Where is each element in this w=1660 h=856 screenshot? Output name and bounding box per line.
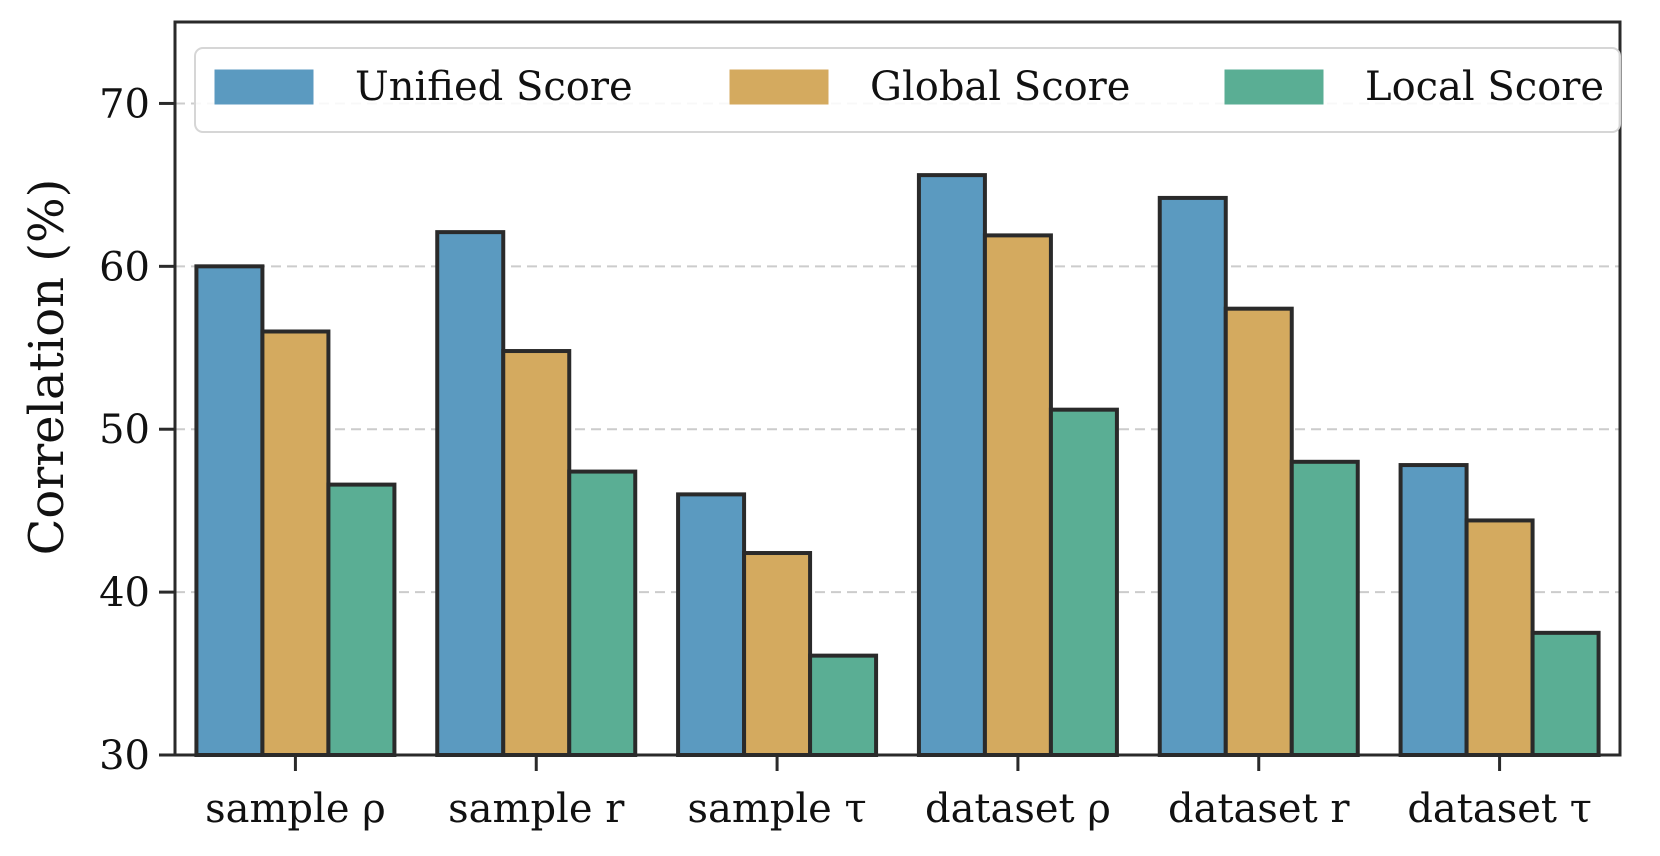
bar bbox=[260, 329, 331, 757]
plot-frame bbox=[173, 20, 1622, 757]
bar bbox=[435, 230, 506, 758]
y-tick-label: 70 bbox=[99, 81, 150, 127]
bar bbox=[1398, 463, 1469, 757]
bar bbox=[326, 482, 397, 757]
y-axis-title: Correlation (%) bbox=[19, 179, 75, 556]
x-tick-label: dataset r bbox=[1168, 786, 1350, 832]
y-tick-label: 60 bbox=[99, 244, 150, 290]
legend: Unified Score Global Score Local Score bbox=[194, 47, 1621, 133]
legend-label: Local Score bbox=[1365, 64, 1604, 110]
y-tick-label: 40 bbox=[99, 570, 150, 616]
bar bbox=[1464, 518, 1535, 757]
bar bbox=[1289, 459, 1360, 757]
y-tick-label: 30 bbox=[99, 733, 150, 779]
bars bbox=[194, 173, 1601, 758]
legend-swatch bbox=[214, 69, 314, 105]
bar bbox=[1048, 407, 1119, 757]
bar bbox=[742, 551, 813, 757]
bar bbox=[1223, 306, 1294, 757]
y-tick-label: 50 bbox=[99, 407, 150, 453]
bar bbox=[1157, 195, 1228, 758]
bar bbox=[194, 264, 265, 757]
bar bbox=[916, 173, 987, 758]
x-tick-label: sample r bbox=[448, 786, 625, 832]
legend-box bbox=[194, 47, 1621, 133]
bar bbox=[501, 349, 572, 757]
x-tick-label: dataset ρ bbox=[925, 786, 1111, 832]
x-tick-label: dataset τ bbox=[1407, 786, 1592, 832]
legend-label: Global Score bbox=[870, 64, 1130, 110]
bar bbox=[982, 233, 1053, 757]
legend-swatch bbox=[729, 69, 829, 105]
x-tick-label: sample τ bbox=[687, 786, 866, 832]
x-tick-label: sample ρ bbox=[205, 786, 386, 832]
bar bbox=[1530, 630, 1601, 757]
bar bbox=[808, 653, 879, 757]
axes: sample ρ sample r sample τ dataset ρ dataset… bbox=[99, 20, 1622, 832]
bar bbox=[567, 469, 638, 757]
legend-label: Unified Score bbox=[355, 64, 633, 110]
legend-swatch bbox=[1224, 69, 1324, 105]
bar bbox=[676, 492, 747, 757]
